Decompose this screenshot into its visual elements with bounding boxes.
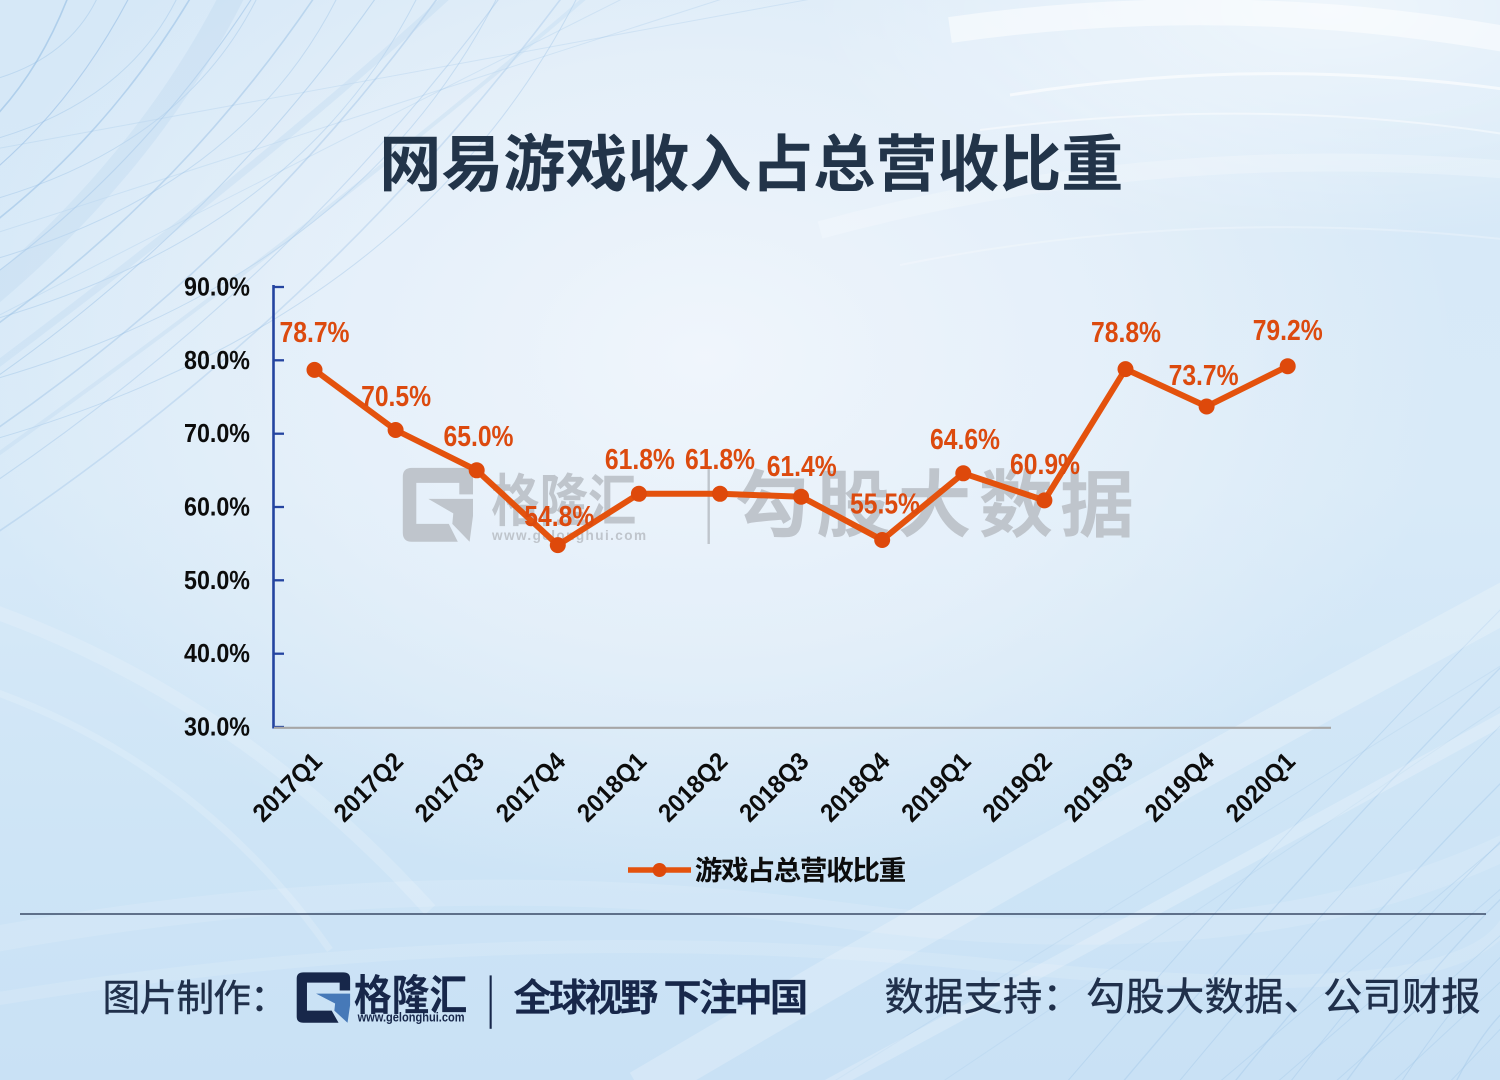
svg-text:www.gelonghui.com: www.gelonghui.com [357, 1011, 465, 1025]
svg-text:50.0%: 50.0% [184, 565, 250, 595]
svg-text:55.5%: 55.5% [850, 489, 920, 521]
svg-text:78.7%: 78.7% [280, 317, 350, 349]
svg-text:90.0%: 90.0% [184, 272, 250, 302]
svg-text:30.0%: 30.0% [184, 712, 250, 742]
svg-text:60.9%: 60.9% [1010, 449, 1080, 481]
svg-text:70.0%: 70.0% [184, 418, 250, 448]
svg-text:73.7%: 73.7% [1169, 360, 1239, 392]
svg-text:70.5%: 70.5% [361, 381, 431, 413]
svg-text:60.0%: 60.0% [184, 492, 250, 522]
svg-text:79.2%: 79.2% [1253, 315, 1323, 347]
svg-text:61.8%: 61.8% [605, 444, 675, 476]
svg-text:61.4%: 61.4% [767, 451, 837, 483]
svg-text:54.8%: 54.8% [524, 501, 594, 533]
svg-text:78.8%: 78.8% [1091, 317, 1161, 349]
svg-text:61.8%: 61.8% [685, 444, 755, 476]
svg-text:64.6%: 64.6% [930, 424, 1000, 456]
svg-text:80.0%: 80.0% [184, 345, 250, 375]
svg-text:65.0%: 65.0% [444, 421, 514, 453]
svg-text:40.0%: 40.0% [184, 638, 250, 668]
